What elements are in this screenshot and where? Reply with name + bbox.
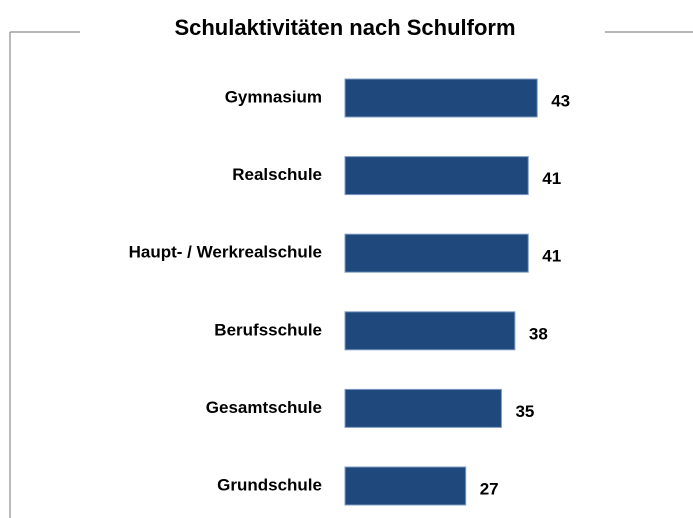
category-label: Gymnasium xyxy=(225,87,322,106)
value-label: 41 xyxy=(542,169,561,188)
bar xyxy=(344,156,529,196)
chart-title: Schulaktivitäten nach Schulform xyxy=(174,15,515,40)
category-label: Grundschule xyxy=(217,475,322,494)
bar xyxy=(344,388,502,428)
bar xyxy=(344,233,529,273)
value-label: 43 xyxy=(551,91,570,110)
bar xyxy=(344,466,467,506)
category-label: Haupt- / Werkrealschule xyxy=(129,243,322,262)
category-label: Realschule xyxy=(232,165,322,184)
bar xyxy=(344,311,516,351)
value-label: 38 xyxy=(529,324,548,343)
category-label: Gesamtschule xyxy=(206,398,322,417)
value-label: 27 xyxy=(480,479,499,498)
category-label: Berufsschule xyxy=(214,320,322,339)
value-label: 35 xyxy=(515,402,534,421)
value-label: 41 xyxy=(542,247,561,266)
bar xyxy=(344,78,538,118)
